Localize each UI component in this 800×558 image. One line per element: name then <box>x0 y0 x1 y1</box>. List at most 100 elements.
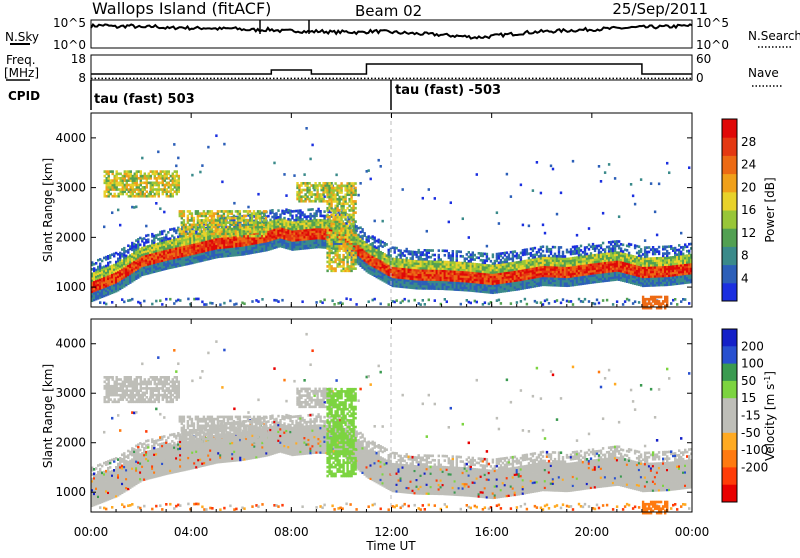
power-cell <box>476 301 478 304</box>
power-cell <box>378 248 380 251</box>
power-cell <box>602 212 604 215</box>
power-cell <box>275 212 277 215</box>
power-cell <box>428 299 430 302</box>
power-cell <box>197 298 199 301</box>
power-cell <box>660 279 662 282</box>
power-cell <box>153 239 155 242</box>
power-cell <box>243 302 245 305</box>
power-cell <box>540 275 542 278</box>
power-cell <box>420 303 422 306</box>
power-cell <box>221 181 223 184</box>
power-cell <box>534 247 536 250</box>
power-cell <box>374 236 376 239</box>
power-cell <box>600 180 602 183</box>
power-cell <box>560 192 562 195</box>
power-cell <box>686 245 688 248</box>
power-cell <box>420 262 422 265</box>
power-cell <box>450 201 452 204</box>
power-cell <box>640 248 642 251</box>
power-cell <box>159 299 161 302</box>
power-cell <box>456 259 458 262</box>
power-cell <box>283 173 285 176</box>
power-cell <box>492 253 494 256</box>
power-cell <box>516 301 518 304</box>
power-cell <box>528 225 530 228</box>
power-cell <box>668 171 670 174</box>
power-heatmap <box>91 127 692 309</box>
power-cell <box>390 254 392 257</box>
power-cell <box>139 244 141 247</box>
power-cell <box>462 217 464 220</box>
power-cell <box>335 174 337 177</box>
cpid-label: CPID <box>8 89 40 103</box>
power-cell <box>223 143 225 146</box>
power-cell <box>440 258 442 261</box>
power-cell <box>211 302 213 305</box>
power-cell <box>446 300 448 303</box>
power-cell <box>540 246 542 249</box>
power-cell <box>602 299 604 302</box>
power-cell <box>155 300 157 303</box>
power-cell <box>508 253 510 256</box>
power-cell <box>361 228 363 231</box>
power-cell <box>121 286 123 289</box>
power-cell <box>361 262 363 265</box>
power-cell <box>406 257 408 260</box>
power-cell <box>540 279 542 282</box>
power-cell <box>205 303 207 306</box>
power-cell <box>634 203 636 206</box>
power-cell <box>349 298 351 301</box>
power-cell <box>299 247 301 250</box>
power-cell <box>480 281 482 284</box>
power-cell <box>121 271 123 274</box>
power-cell <box>542 250 544 253</box>
power-cell <box>520 184 522 187</box>
power-cell <box>498 299 500 302</box>
power-cell <box>646 253 648 256</box>
power-cell <box>474 254 476 257</box>
power-cell <box>319 212 321 215</box>
power-cell <box>500 302 502 305</box>
power-cell <box>361 255 363 258</box>
power-cell <box>299 225 301 228</box>
power-cell <box>670 302 672 305</box>
power-cell <box>496 211 498 214</box>
power-cell <box>562 251 564 254</box>
power-cell <box>361 266 363 269</box>
power-cell <box>361 244 363 247</box>
power-cell <box>105 303 107 306</box>
nsky-series-line <box>91 24 692 38</box>
power-cell <box>546 246 548 249</box>
power-cell <box>257 300 259 303</box>
power-cell <box>283 217 285 220</box>
power-cell <box>201 164 203 167</box>
power-cell <box>121 264 123 267</box>
power-cell <box>536 161 538 164</box>
power-cell <box>476 173 478 176</box>
power-cell <box>169 298 171 301</box>
power-cell <box>380 303 382 306</box>
power-cell <box>524 298 526 301</box>
power-cell <box>394 251 396 254</box>
power-cell <box>345 297 347 300</box>
power-cell <box>546 299 548 302</box>
power-cell <box>420 256 422 259</box>
power-cell <box>361 237 363 240</box>
power-cell <box>658 183 660 186</box>
power-cell <box>542 224 544 227</box>
nsearch-tick-top: 10^5 <box>696 16 729 30</box>
power-cell <box>239 251 241 254</box>
power-cell <box>167 231 169 234</box>
power-cell <box>526 303 528 306</box>
cpid-entry-2: tau (fast) -503 <box>395 83 501 98</box>
power-cell <box>420 267 422 270</box>
freq-unit: [MHz] <box>4 66 39 80</box>
power-cell <box>159 207 161 210</box>
cpid-entry-1: tau (fast) 503 <box>94 92 195 107</box>
power-cell <box>598 165 600 168</box>
power-cell <box>420 278 422 281</box>
power-cell <box>207 146 209 149</box>
power-cell <box>251 300 253 303</box>
power-cell <box>532 189 534 192</box>
